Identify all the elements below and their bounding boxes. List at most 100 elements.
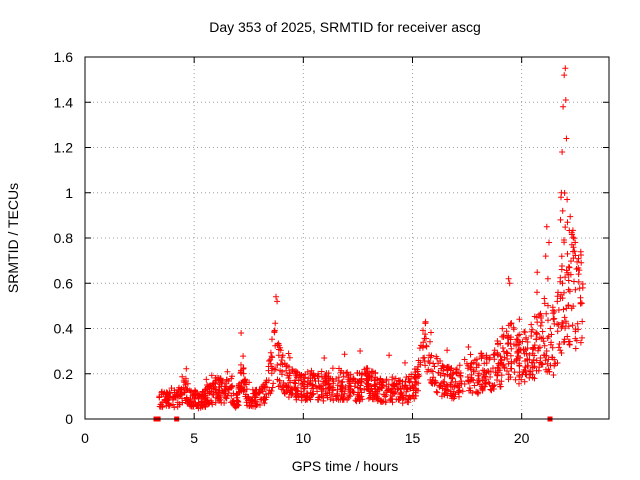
data-point <box>228 392 235 399</box>
data-point <box>453 369 460 375</box>
data-point <box>516 380 522 387</box>
data-point <box>479 352 486 359</box>
data-point <box>397 393 404 400</box>
data-point <box>427 376 434 383</box>
data-point <box>298 393 305 400</box>
data-point <box>471 382 478 389</box>
data-point <box>253 402 260 409</box>
data-point <box>523 371 530 378</box>
data-point <box>427 354 434 361</box>
data-point <box>265 367 272 374</box>
data-point <box>495 352 501 359</box>
data-point <box>238 330 245 336</box>
data-point <box>277 344 284 351</box>
data-point <box>494 377 500 383</box>
data-point <box>575 255 582 262</box>
data-point <box>430 360 437 367</box>
data-point <box>279 368 286 375</box>
data-point <box>525 362 532 369</box>
data-point <box>448 379 455 386</box>
data-point <box>309 375 316 381</box>
data-point <box>577 248 584 255</box>
data-point <box>579 318 586 325</box>
data-point <box>497 359 504 366</box>
data-point <box>570 248 576 255</box>
data-point <box>526 356 533 363</box>
data-point <box>371 382 378 389</box>
data-point <box>325 385 331 391</box>
data-point <box>475 372 481 379</box>
data-point <box>534 330 540 337</box>
data-point <box>358 389 365 396</box>
data-point <box>388 396 395 402</box>
data-point <box>159 404 166 411</box>
data-point <box>543 310 550 317</box>
data-point <box>185 399 192 406</box>
data-point <box>423 343 430 350</box>
data-point <box>551 315 558 322</box>
data-point <box>562 274 569 281</box>
data-point <box>402 359 408 366</box>
data-point <box>498 372 505 379</box>
data-point <box>536 364 543 371</box>
data-point <box>431 380 438 387</box>
data-point <box>476 370 482 377</box>
data-point <box>221 388 228 395</box>
data-point <box>512 376 519 383</box>
data-point <box>179 373 186 380</box>
data-point <box>265 390 272 397</box>
data-point <box>536 344 543 351</box>
data-point <box>537 355 544 361</box>
data-point <box>510 324 517 331</box>
data-point <box>546 239 552 246</box>
data-point <box>572 239 579 246</box>
data-point <box>420 339 427 346</box>
data-point <box>562 65 569 72</box>
data-point <box>345 376 352 383</box>
data-point <box>263 379 270 386</box>
data-point <box>558 325 565 331</box>
data-point <box>578 300 585 307</box>
data-point <box>548 331 555 338</box>
data-point <box>550 372 557 378</box>
data-point <box>542 357 549 364</box>
data-point <box>573 266 580 272</box>
data-point <box>361 366 368 373</box>
data-point <box>171 404 178 411</box>
data-point <box>283 388 290 395</box>
data-point <box>444 347 451 354</box>
data-point <box>357 348 364 354</box>
data-point <box>356 394 363 401</box>
data-point <box>415 380 422 387</box>
data-point <box>218 399 225 406</box>
data-point <box>555 344 562 351</box>
data-point <box>564 219 571 226</box>
data-point <box>435 369 442 376</box>
data-point <box>490 383 497 390</box>
data-point <box>261 400 268 407</box>
data-point <box>543 348 550 354</box>
data-point <box>562 97 569 103</box>
data-point <box>224 368 231 375</box>
data-point <box>484 368 491 374</box>
data-point <box>280 380 287 386</box>
data-point <box>576 267 583 274</box>
data-point <box>271 366 278 373</box>
data-point <box>570 234 577 241</box>
data-point <box>465 344 472 350</box>
data-point <box>516 372 523 379</box>
data-point <box>267 360 274 367</box>
data-point <box>263 384 270 391</box>
data-point <box>323 370 330 377</box>
data-point <box>529 364 536 371</box>
data-point <box>468 371 475 378</box>
data-point <box>314 373 321 380</box>
data-point <box>421 335 428 342</box>
data-point <box>218 377 225 384</box>
data-point <box>345 386 352 393</box>
data-point <box>545 317 551 324</box>
data-point <box>158 401 164 408</box>
data-point <box>241 380 248 387</box>
data-point <box>412 374 419 381</box>
data-point <box>549 354 556 361</box>
